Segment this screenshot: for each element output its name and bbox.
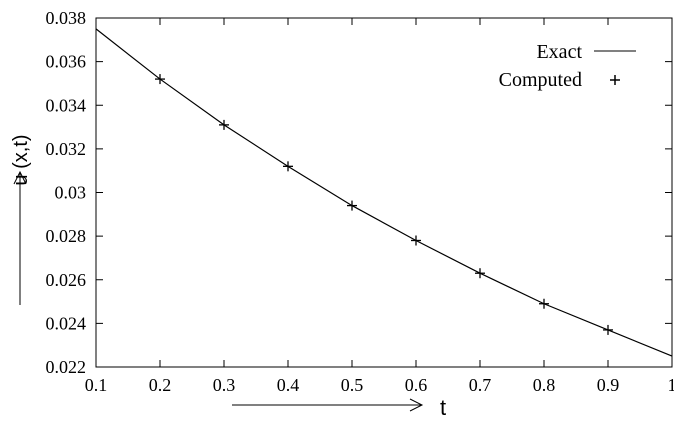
data-point-computed [411, 235, 421, 246]
x-tick-label: 0.5 [341, 375, 364, 395]
series-line-exact [95, 28, 673, 357]
x-axis-title: t [440, 395, 446, 420]
data-point-computed [539, 298, 549, 309]
x-tick-label: 0.9 [597, 375, 620, 395]
y-tick-label: 0.024 [46, 313, 87, 333]
y-tick-label: 0.036 [46, 52, 87, 72]
y-axis-title: u (x,t) [10, 134, 32, 185]
y-tick-label: 0.032 [46, 139, 87, 159]
y-tick-label: 0.038 [46, 8, 87, 28]
legend-label-computed: Computed [499, 69, 582, 91]
y-axis: 0.022 0.024 0.026 0.028 0.03 0.032 0.034 0.036 0… [46, 8, 672, 377]
x-tick-label: 0.7 [469, 375, 492, 395]
y-tick-label: 0.022 [46, 357, 87, 377]
y-tick-label: 0.03 [55, 183, 87, 203]
data-point-computed [219, 119, 229, 130]
y-axis-arrow [13, 170, 27, 305]
y-axis-title-group: u (x,t) [10, 134, 32, 305]
data-point-computed [283, 161, 293, 172]
x-axis-arrow [232, 398, 424, 412]
x-tick-label: 0.8 [533, 375, 556, 395]
x-tick-label: 0.2 [149, 375, 172, 395]
data-point-computed [155, 74, 165, 85]
x-tick-label: 1 [668, 375, 674, 395]
plot-frame [95, 17, 673, 368]
y-tick-label: 0.026 [46, 270, 87, 290]
legend: Exact Computed [499, 41, 636, 91]
x-tick-label: 0.3 [213, 375, 236, 395]
x-axis-title-group: t [232, 395, 446, 420]
legend-swatch-computed [610, 75, 620, 85]
series-layer [95, 28, 673, 357]
legend-label-exact: Exact [536, 41, 582, 63]
data-point-computed [603, 324, 613, 335]
data-point-computed [347, 200, 357, 211]
x-tick-label: 0.4 [277, 375, 300, 395]
x-axis: 0.1 0.2 0.3 0.4 0.5 0.6 0.7 0.8 0.9 1 [85, 18, 674, 395]
y-tick-label: 0.034 [46, 95, 87, 115]
y-tick-label: 0.028 [46, 226, 87, 246]
x-tick-label: 0.6 [405, 375, 428, 395]
x-tick-label: 0.1 [85, 375, 108, 395]
data-point-computed [475, 268, 485, 279]
